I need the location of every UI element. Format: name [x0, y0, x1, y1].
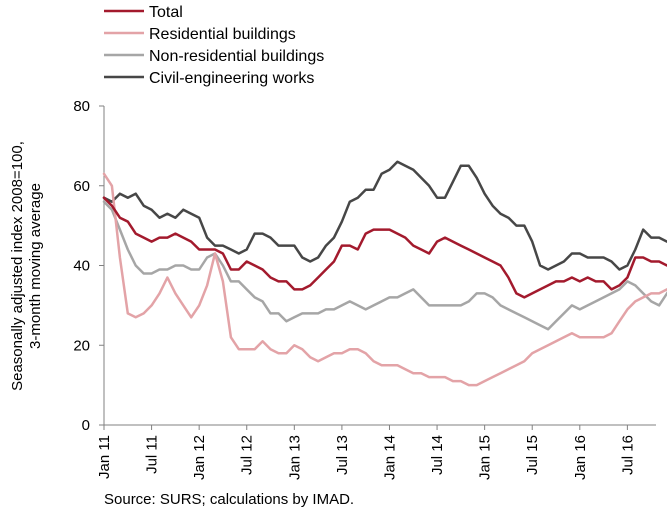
x-tick-label: Jan 16 [572, 435, 589, 480]
series-line-non-residential-buildings [102, 200, 667, 331]
legend-label-civil-engineering-works: Civil-engineering works [149, 70, 314, 87]
source-note: Source: SURS; calculations by IMAD. [104, 491, 355, 508]
y-tick-label: 20 [73, 337, 90, 354]
x-tick-label: Jan 13 [286, 435, 303, 480]
y-axis: 0 20 40 60 80 [73, 98, 105, 434]
x-axis: Jan 11 Jul 11 Jan 12 Jul 12 Jan 13 Jul 13 Jan … [96, 424, 667, 480]
legend-label-non-residential-buildings: Non-residential buildings [149, 48, 324, 65]
x-tick-label: Jul 11 [144, 435, 161, 474]
x-tick-label: Jul 16 [619, 435, 636, 475]
y-tick-label: 60 [73, 178, 90, 195]
y-tick-label: 0 [82, 417, 90, 434]
x-tick-label: Jul 13 [334, 435, 351, 475]
x-tick-label: Jul 14 [429, 435, 446, 475]
series-line-residential-buildings [102, 172, 667, 387]
y-tick-label: 80 [73, 98, 90, 115]
series-lines [102, 160, 667, 387]
x-tick-label: Jul 15 [524, 435, 541, 475]
y-axis-title-line2: 3-month moving average [27, 183, 44, 349]
y-axis-title-line1: Seasonally adjusted index 2008=100, [9, 141, 26, 391]
legend: Total Residential buildings Non-residentia… [104, 4, 324, 87]
y-tick-label: 40 [73, 258, 90, 275]
legend-label-total: Total [149, 4, 183, 21]
series-line-total [102, 196, 667, 299]
x-tick-label: Jan 14 [381, 435, 398, 480]
x-tick-label: Jul 12 [239, 435, 256, 475]
x-tick-label: Jan 11 [96, 435, 113, 479]
legend-label-residential-buildings: Residential buildings [149, 26, 296, 43]
x-tick-label: Jan 12 [191, 435, 208, 480]
y-axis-title: Seasonally adjusted index 2008=100, 3-mo… [9, 141, 44, 391]
series-line-civil-engineering-works [102, 160, 667, 271]
x-tick-label: Jan 15 [477, 435, 494, 480]
